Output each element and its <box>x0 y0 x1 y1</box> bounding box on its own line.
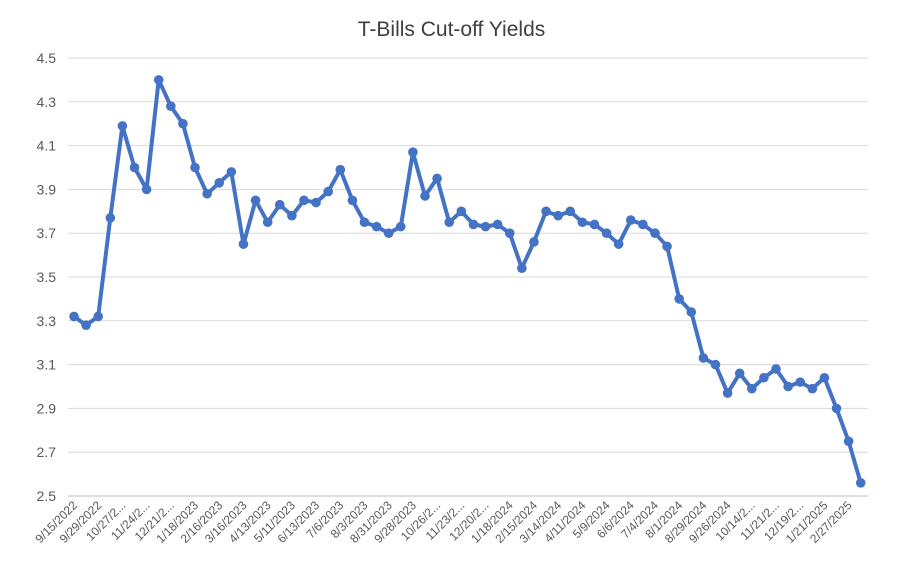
data-point <box>456 206 467 217</box>
y-tick-label: 2.5 <box>37 488 57 504</box>
data-point <box>129 162 140 173</box>
data-point <box>226 167 237 177</box>
data-points-group <box>69 75 866 488</box>
data-point <box>759 372 769 383</box>
data-point <box>638 219 648 230</box>
data-point <box>299 195 309 206</box>
y-tick-label: 4.3 <box>37 94 57 110</box>
data-point <box>795 377 806 387</box>
data-point <box>153 75 164 85</box>
data-point <box>468 219 479 230</box>
data-point <box>190 162 200 173</box>
data-point <box>565 206 576 217</box>
data-point <box>432 173 442 184</box>
data-point <box>492 219 503 230</box>
data-point <box>807 383 818 394</box>
data-point <box>69 311 79 322</box>
data-point <box>529 237 539 247</box>
y-tick-label: 3.1 <box>37 357 57 373</box>
data-point <box>371 221 382 232</box>
data-point <box>553 210 563 221</box>
data-point <box>601 228 612 238</box>
data-point <box>383 228 394 238</box>
data-point <box>613 239 624 249</box>
data-point <box>662 241 672 252</box>
data-point <box>323 186 333 197</box>
data-point <box>178 118 188 129</box>
y-tick-label: 3.3 <box>37 313 57 329</box>
data-point <box>311 197 321 208</box>
data-point <box>480 221 491 232</box>
y-tick-label: 2.9 <box>37 400 57 416</box>
data-point <box>274 199 285 210</box>
data-point <box>686 307 697 317</box>
y-tick-label: 3.5 <box>37 269 57 285</box>
y-tick-label: 2.7 <box>37 444 57 460</box>
data-point <box>238 239 249 249</box>
series-line-group <box>72 77 863 485</box>
data-point <box>504 228 515 238</box>
gridlines <box>68 57 868 497</box>
data-point <box>408 147 418 157</box>
data-point <box>81 320 91 330</box>
data-point <box>517 263 527 274</box>
data-point <box>819 372 830 383</box>
y-axis-labels: 2.5 2.7 2.9 3.1 3.3 3.5 3.7 3.9 4.1 4.3 4.5 <box>37 50 57 504</box>
data-point <box>347 195 358 206</box>
data-point <box>577 217 588 228</box>
y-tick-label: 4.1 <box>37 138 57 154</box>
data-point <box>722 388 733 398</box>
data-point <box>831 403 842 414</box>
data-point <box>843 436 854 447</box>
data-point <box>710 359 721 370</box>
data-point <box>166 101 176 111</box>
x-axis-labels: 9/15/20229/29/202210/27/2...11/24/2...12… <box>32 498 855 546</box>
data-point <box>214 178 225 188</box>
data-point <box>335 164 346 175</box>
data-point <box>444 217 455 228</box>
data-point <box>734 368 745 379</box>
y-tick-label: 4.5 <box>37 50 57 66</box>
data-point <box>650 228 660 238</box>
data-point <box>674 294 684 304</box>
data-point <box>359 217 370 228</box>
data-point <box>287 210 297 221</box>
data-point <box>589 219 600 230</box>
data-point <box>698 353 709 363</box>
data-point <box>250 195 261 206</box>
data-point <box>117 121 128 131</box>
y-tick-label: 3.9 <box>37 181 57 197</box>
data-point <box>141 184 152 195</box>
y-tick-label: 3.7 <box>37 225 57 241</box>
data-point <box>420 191 430 201</box>
data-point <box>93 311 104 322</box>
data-point <box>541 206 551 217</box>
series-line <box>72 77 863 485</box>
data-point <box>783 381 793 392</box>
data-point <box>747 383 757 394</box>
data-point <box>202 188 212 199</box>
data-point <box>771 364 781 374</box>
data-point <box>105 213 116 223</box>
data-point <box>855 478 866 488</box>
data-point <box>625 215 636 225</box>
data-point <box>262 217 273 228</box>
chart-title: T-Bills Cut-off Yields <box>357 18 546 41</box>
data-point <box>395 221 406 232</box>
